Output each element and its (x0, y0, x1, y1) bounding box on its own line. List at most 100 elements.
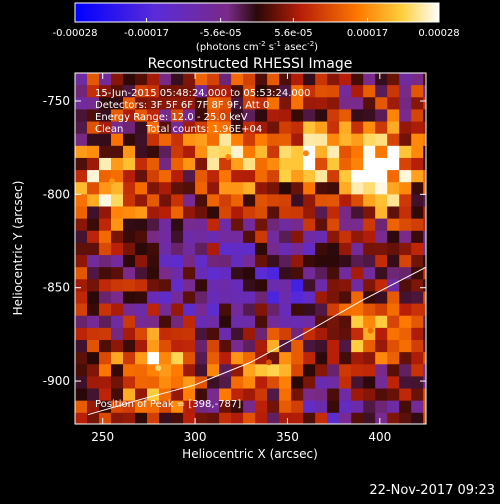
heatmap-cell (147, 230, 160, 244)
heatmap-cell (183, 97, 196, 111)
heatmap-cell (111, 109, 124, 123)
heatmap-cell (303, 157, 316, 171)
heatmap-cell (231, 279, 244, 293)
annotation-counts: Total counts: 1.96E+04 (145, 124, 262, 135)
heatmap-cell (351, 255, 364, 268)
heatmap-cell (363, 157, 376, 171)
heatmap-cell (279, 327, 292, 341)
heatmap-cell (255, 85, 268, 98)
heatmap-cell (327, 121, 340, 135)
heatmap-cell (363, 412, 376, 424)
heatmap-cell (219, 376, 232, 390)
heatmap-cell (87, 170, 100, 183)
heatmap-cell (303, 206, 316, 220)
heatmap-cell (159, 157, 172, 171)
heatmap-cell (423, 133, 426, 147)
heatmap-cell (171, 315, 184, 329)
heatmap-cell (75, 291, 88, 305)
heatmap-cell (123, 133, 136, 147)
heatmap-cell (303, 303, 316, 317)
heatmap-cell (243, 400, 256, 414)
heatmap-cell (363, 182, 376, 195)
heatmap-cell (135, 242, 148, 256)
heatmap-cell (375, 194, 388, 208)
x-tick-label: 250 (91, 430, 114, 444)
heatmap-cell (351, 364, 364, 377)
heatmap-cell (147, 157, 160, 171)
heatmap-cell (207, 230, 220, 244)
heatmap-cell (171, 206, 184, 220)
heatmap-cell (147, 121, 160, 135)
heatmap-cell (99, 242, 112, 256)
heatmap-cell (303, 182, 316, 195)
heatmap-cell (375, 267, 388, 280)
heatmap-cell (327, 400, 340, 414)
heatmap-cell (159, 182, 172, 195)
heatmap-cell (87, 206, 100, 220)
heatmap-cell (303, 170, 316, 183)
source-peak-point (367, 327, 374, 334)
heatmap-cell (111, 412, 124, 424)
heatmap-cell (87, 412, 100, 424)
heatmap-cell (303, 291, 316, 305)
heatmap-cell (387, 97, 400, 111)
heatmap-cell (135, 267, 148, 280)
heatmap-cell (267, 412, 280, 424)
heatmap-cell (423, 85, 426, 98)
heatmap-cell (339, 255, 352, 268)
heatmap-cell (363, 206, 376, 220)
heatmap-cell (207, 218, 220, 232)
heatmap-cell (363, 145, 376, 159)
heatmap-cell (75, 279, 88, 293)
heatmap-cell (243, 267, 256, 280)
heatmap-cell (375, 315, 388, 329)
heatmap-cell (159, 267, 172, 280)
heatmap-cell (243, 315, 256, 329)
heatmap-cell (291, 230, 304, 244)
heatmap-cell (411, 279, 424, 293)
colorbar-units-mid2: asec (281, 42, 307, 53)
heatmap-cell (207, 400, 220, 414)
heatmap-cell (291, 339, 304, 353)
heatmap-cell (87, 315, 100, 329)
heatmap-cell (75, 145, 88, 159)
heatmap-cell (243, 133, 256, 147)
heatmap-cell (219, 182, 232, 195)
heatmap-cell (423, 230, 426, 244)
heatmap-cell (351, 267, 364, 280)
heatmap-cell (207, 73, 220, 86)
heatmap-cell (147, 327, 160, 341)
heatmap-cell (243, 242, 256, 256)
heatmap-cell (315, 97, 328, 111)
heatmap-cell (375, 182, 388, 195)
heatmap-cell (339, 85, 352, 98)
heatmap-cell (351, 315, 364, 329)
heatmap-cell (147, 339, 160, 353)
heatmap-cell (75, 73, 88, 86)
heatmap-cell (267, 364, 280, 377)
heatmap-cell (291, 279, 304, 293)
heatmap-cell (99, 376, 112, 390)
heatmap-cell (99, 291, 112, 305)
heatmap-cell (135, 315, 148, 329)
heatmap-cell (219, 279, 232, 293)
heatmap-cell (171, 400, 184, 414)
heatmap-cell (279, 121, 292, 135)
heatmap-cell (399, 400, 412, 414)
heatmap-cell (219, 242, 232, 256)
heatmap-cell (315, 339, 328, 353)
heatmap-cell (171, 267, 184, 280)
heatmap-cell (351, 109, 364, 123)
heatmap-cell (75, 315, 88, 329)
heatmap-cell (339, 352, 352, 365)
heatmap-cell (75, 327, 88, 341)
heatmap-cell (135, 255, 148, 268)
heatmap-cell (363, 291, 376, 305)
heatmap-cell (315, 364, 328, 377)
heatmap-cell (87, 291, 100, 305)
y-tick-label: -750 (43, 94, 70, 108)
heatmap-cell (411, 352, 424, 365)
heatmap-cell (399, 133, 412, 147)
heatmap-cell (219, 388, 232, 402)
heatmap-cell (291, 194, 304, 208)
